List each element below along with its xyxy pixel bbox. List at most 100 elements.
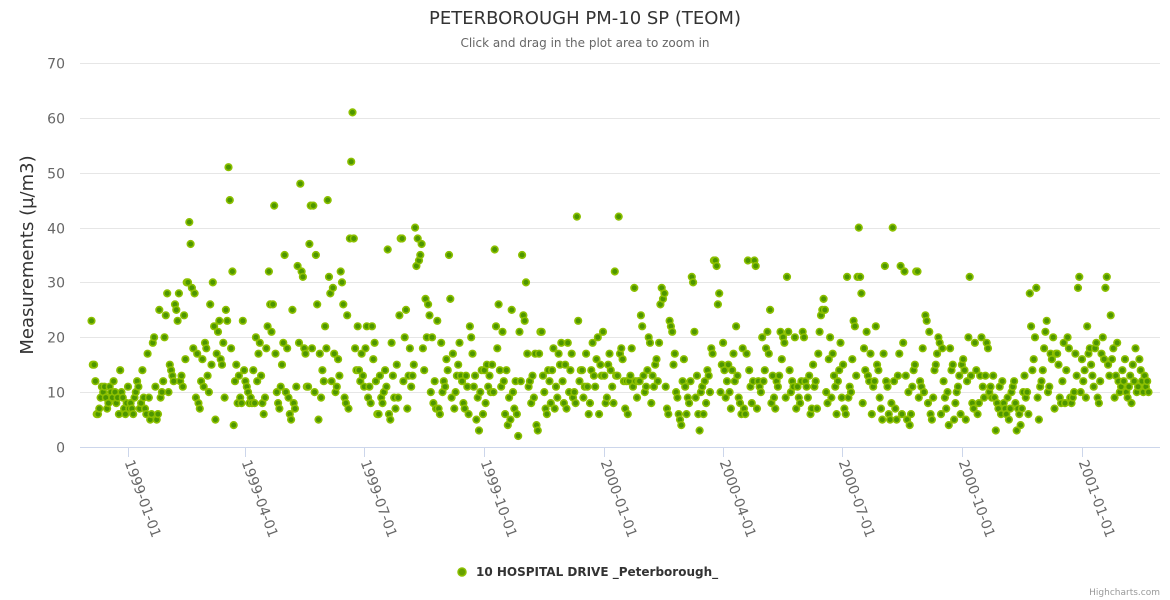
data-point[interactable] bbox=[210, 322, 219, 331]
data-point[interactable] bbox=[765, 305, 775, 315]
data-point[interactable] bbox=[157, 388, 166, 397]
data-point[interactable] bbox=[443, 366, 452, 375]
data-point[interactable] bbox=[606, 366, 615, 375]
data-point[interactable] bbox=[741, 410, 750, 419]
data-point[interactable] bbox=[955, 371, 964, 380]
data-point[interactable] bbox=[874, 366, 883, 375]
data-point[interactable] bbox=[262, 344, 271, 353]
data-point[interactable] bbox=[143, 349, 152, 358]
data-point[interactable] bbox=[879, 349, 888, 358]
data-point[interactable] bbox=[925, 327, 934, 336]
data-point[interactable] bbox=[400, 333, 409, 342]
data-point[interactable] bbox=[547, 366, 557, 375]
data-point[interactable] bbox=[630, 283, 639, 293]
data-point[interactable] bbox=[225, 196, 234, 205]
data-point[interactable] bbox=[1033, 393, 1042, 402]
data-point[interactable] bbox=[871, 322, 880, 331]
data-point[interactable] bbox=[208, 278, 217, 287]
data-point[interactable] bbox=[593, 333, 602, 342]
data-point[interactable] bbox=[323, 196, 332, 205]
data-point[interactable] bbox=[760, 366, 769, 375]
data-point[interactable] bbox=[858, 399, 867, 408]
data-point[interactable] bbox=[848, 355, 857, 364]
data-point[interactable] bbox=[287, 415, 296, 424]
data-point[interactable] bbox=[745, 366, 754, 375]
data-point[interactable] bbox=[1131, 344, 1140, 353]
data-point[interactable] bbox=[161, 311, 170, 320]
data-point[interactable] bbox=[375, 371, 385, 380]
data-point[interactable] bbox=[508, 388, 518, 397]
data-point[interactable] bbox=[418, 344, 428, 353]
data-point[interactable] bbox=[566, 366, 575, 375]
data-point[interactable] bbox=[639, 371, 648, 380]
data-point[interactable] bbox=[986, 382, 995, 391]
data-point[interactable] bbox=[240, 366, 249, 375]
data-point[interactable] bbox=[913, 267, 922, 276]
data-point[interactable] bbox=[862, 327, 871, 336]
data-point[interactable] bbox=[627, 344, 636, 353]
data-point[interactable] bbox=[213, 327, 223, 336]
data-point[interactable] bbox=[773, 382, 783, 391]
data-point[interactable] bbox=[150, 333, 159, 342]
data-point[interactable] bbox=[585, 399, 595, 408]
data-point[interactable] bbox=[965, 272, 974, 282]
data-point[interactable] bbox=[875, 393, 884, 402]
data-point[interactable] bbox=[756, 388, 766, 397]
data-point[interactable] bbox=[251, 333, 260, 342]
data-point[interactable] bbox=[836, 338, 845, 347]
data-point[interactable] bbox=[929, 393, 938, 402]
data-point[interactable] bbox=[701, 399, 711, 408]
data-point[interactable] bbox=[183, 278, 193, 287]
data-point[interactable] bbox=[332, 382, 341, 391]
data-point[interactable] bbox=[572, 212, 582, 221]
data-point[interactable] bbox=[728, 366, 737, 375]
data-point[interactable] bbox=[521, 278, 531, 287]
data-point[interactable] bbox=[129, 410, 138, 419]
data-point[interactable] bbox=[563, 338, 572, 347]
data-point[interactable] bbox=[469, 382, 478, 391]
data-point[interactable] bbox=[270, 201, 279, 210]
data-point[interactable] bbox=[819, 294, 828, 304]
data-point[interactable] bbox=[116, 366, 125, 375]
data-point[interactable] bbox=[172, 305, 181, 315]
data-point[interactable] bbox=[876, 404, 886, 413]
data-point[interactable] bbox=[777, 355, 786, 364]
data-point[interactable] bbox=[805, 371, 814, 380]
data-point[interactable] bbox=[1064, 344, 1073, 353]
data-point[interactable] bbox=[979, 393, 989, 402]
data-point[interactable] bbox=[635, 377, 644, 386]
data-point[interactable] bbox=[735, 399, 745, 408]
data-point[interactable] bbox=[726, 404, 736, 413]
data-point[interactable] bbox=[1034, 415, 1043, 424]
data-point[interactable] bbox=[708, 349, 717, 358]
data-point[interactable] bbox=[335, 371, 344, 380]
data-point[interactable] bbox=[357, 349, 366, 358]
data-point[interactable] bbox=[704, 371, 713, 380]
data-point[interactable] bbox=[905, 421, 914, 430]
data-point[interactable] bbox=[1073, 283, 1083, 293]
data-point[interactable] bbox=[632, 393, 642, 402]
data-point[interactable] bbox=[1128, 360, 1137, 369]
data-point[interactable] bbox=[367, 322, 377, 331]
data-point[interactable] bbox=[272, 388, 281, 397]
data-point[interactable] bbox=[537, 327, 546, 336]
data-point[interactable] bbox=[279, 338, 288, 347]
data-point[interactable] bbox=[388, 371, 398, 380]
data-point[interactable] bbox=[914, 393, 923, 402]
data-point[interactable] bbox=[118, 393, 127, 402]
data-point[interactable] bbox=[610, 267, 619, 276]
data-point[interactable] bbox=[961, 415, 970, 424]
data-point[interactable] bbox=[250, 399, 259, 408]
data-point[interactable] bbox=[1133, 382, 1143, 391]
data-point[interactable] bbox=[317, 393, 326, 402]
data-point[interactable] bbox=[681, 382, 690, 391]
data-point[interactable] bbox=[204, 388, 213, 397]
data-point[interactable] bbox=[186, 239, 195, 249]
data-point[interactable] bbox=[724, 360, 733, 369]
data-point[interactable] bbox=[1083, 322, 1092, 331]
data-point[interactable] bbox=[998, 377, 1007, 386]
data-point[interactable] bbox=[381, 366, 390, 375]
data-point[interactable] bbox=[488, 360, 497, 369]
data-point[interactable] bbox=[451, 388, 460, 397]
data-point[interactable] bbox=[476, 388, 485, 397]
